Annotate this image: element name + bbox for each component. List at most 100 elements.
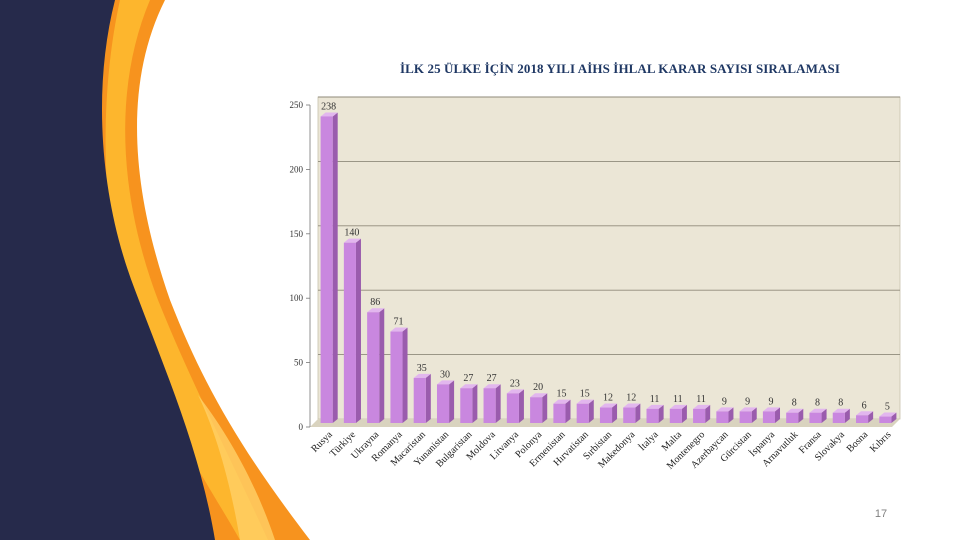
data-label: 86 bbox=[370, 297, 380, 308]
bar-group bbox=[506, 389, 524, 423]
y-tick-label: 50 bbox=[294, 358, 304, 368]
bar bbox=[739, 411, 752, 423]
category-label: Kıbrıs bbox=[868, 429, 894, 455]
chart-title: İLK 25 ÜLKE İÇİN 2018 YILI AİHS İHLAL KA… bbox=[399, 61, 841, 76]
bar-top bbox=[506, 389, 524, 394]
bar-side bbox=[495, 384, 501, 423]
bar bbox=[623, 407, 636, 423]
data-label: 11 bbox=[673, 394, 683, 405]
data-label: 15 bbox=[556, 389, 566, 400]
bar-top bbox=[343, 238, 361, 243]
bar-side bbox=[379, 308, 385, 423]
bar-side bbox=[588, 399, 594, 423]
y-tick-label: 250 bbox=[290, 100, 304, 110]
bar-side bbox=[658, 404, 664, 423]
bar-side bbox=[705, 404, 711, 423]
bar bbox=[716, 411, 729, 423]
data-label: 8 bbox=[838, 398, 843, 409]
bar bbox=[856, 415, 869, 423]
bar bbox=[786, 412, 799, 423]
category-label: İtalya bbox=[636, 428, 661, 453]
bar bbox=[413, 377, 426, 423]
bar-top bbox=[762, 407, 781, 412]
bar-top bbox=[646, 404, 664, 409]
bar-group bbox=[739, 407, 757, 423]
bar-side bbox=[542, 393, 548, 423]
bar-group bbox=[716, 407, 734, 423]
data-label: 11 bbox=[650, 394, 660, 405]
bar-side bbox=[635, 403, 641, 423]
bar-top bbox=[553, 399, 571, 404]
bar-side bbox=[355, 238, 361, 423]
bar-top bbox=[832, 408, 850, 413]
data-label: 9 bbox=[722, 396, 727, 407]
bar-group bbox=[599, 403, 618, 423]
bar-top bbox=[436, 380, 455, 385]
bar-side bbox=[425, 373, 431, 423]
y-tick-label: 0 bbox=[299, 422, 304, 432]
bar bbox=[320, 116, 333, 424]
plot-area bbox=[317, 96, 901, 420]
data-label: 12 bbox=[626, 393, 636, 404]
bar-group bbox=[367, 308, 385, 423]
bar-top bbox=[693, 404, 711, 409]
data-label: 9 bbox=[745, 396, 750, 407]
bar-group bbox=[646, 404, 664, 423]
bar-top bbox=[413, 373, 431, 378]
bar bbox=[436, 384, 450, 423]
data-label: 5 bbox=[885, 402, 890, 413]
bar-side bbox=[681, 404, 687, 423]
bar bbox=[576, 403, 589, 423]
bar-top bbox=[716, 407, 734, 412]
data-label: 8 bbox=[792, 398, 797, 409]
bar-top bbox=[367, 308, 385, 313]
bar-group bbox=[460, 384, 478, 423]
bar-top bbox=[623, 403, 641, 408]
bar-top bbox=[576, 399, 594, 404]
bar-side bbox=[449, 380, 455, 423]
bar-side bbox=[518, 389, 524, 423]
bar-top bbox=[530, 393, 548, 398]
navy-wave-shape bbox=[0, 0, 215, 540]
data-label: 23 bbox=[510, 378, 520, 389]
bar-side bbox=[728, 407, 734, 423]
bar-group bbox=[832, 408, 850, 423]
bar-side bbox=[332, 112, 338, 424]
bar-top bbox=[856, 411, 874, 416]
data-label: 140 bbox=[344, 228, 359, 239]
data-label: 8 bbox=[815, 398, 820, 409]
bar-group bbox=[786, 408, 804, 423]
bar-top bbox=[669, 404, 687, 409]
bar-side bbox=[844, 408, 850, 423]
bar-side bbox=[775, 407, 781, 423]
bar-top bbox=[739, 407, 757, 412]
bar-top bbox=[483, 384, 501, 389]
data-label: 30 bbox=[440, 369, 450, 380]
bar-top bbox=[320, 112, 338, 117]
bar-side bbox=[612, 403, 618, 423]
data-label: 11 bbox=[696, 394, 706, 405]
bar-group bbox=[576, 399, 594, 423]
bar-group bbox=[623, 403, 641, 423]
bar-group bbox=[483, 384, 501, 423]
bar-side bbox=[472, 384, 478, 423]
bar-top bbox=[390, 327, 408, 332]
bar-side bbox=[821, 408, 827, 423]
bar bbox=[879, 416, 892, 423]
bar bbox=[809, 412, 822, 423]
data-label: 27 bbox=[463, 373, 473, 384]
bar-group bbox=[693, 404, 711, 423]
data-label: 27 bbox=[487, 373, 497, 384]
bar-group bbox=[879, 412, 897, 423]
y-tick-label: 150 bbox=[290, 229, 304, 239]
bar-side bbox=[868, 411, 874, 423]
decorative-side-band bbox=[0, 0, 311, 540]
bar bbox=[646, 408, 659, 423]
bar-group bbox=[553, 399, 571, 423]
bar-group bbox=[530, 393, 548, 423]
bar-side bbox=[402, 327, 408, 423]
bar-top bbox=[599, 403, 618, 408]
y-tick-label: 200 bbox=[290, 164, 304, 174]
bar-top bbox=[460, 384, 478, 389]
